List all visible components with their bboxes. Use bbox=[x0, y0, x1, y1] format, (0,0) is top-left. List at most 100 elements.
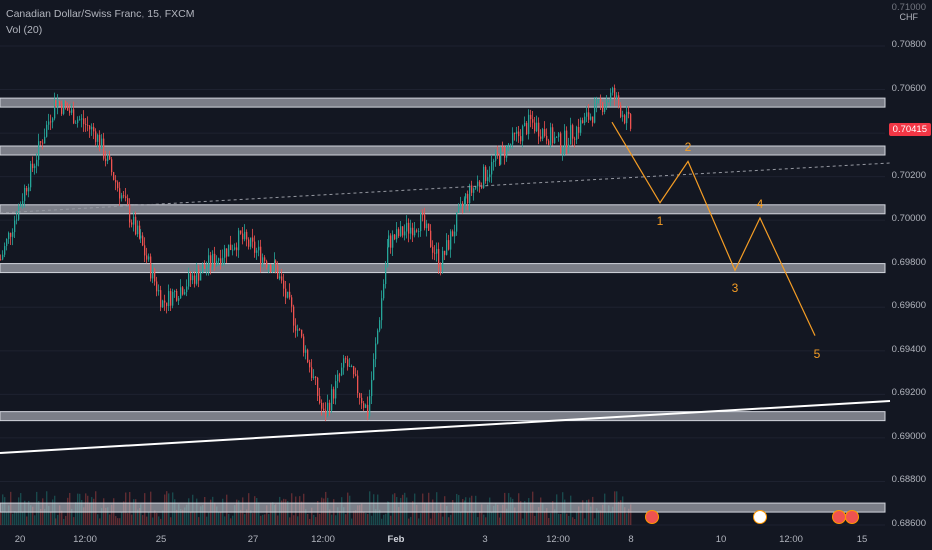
volume-bar bbox=[317, 501, 319, 525]
candle-body bbox=[48, 121, 50, 125]
horizontal-zones[interactable] bbox=[0, 97, 886, 513]
candle-body bbox=[412, 227, 414, 236]
candle-body bbox=[562, 148, 564, 153]
candle-body bbox=[450, 231, 452, 250]
volume-bar bbox=[390, 515, 392, 525]
candle-body bbox=[254, 241, 256, 253]
candle-body bbox=[216, 260, 218, 266]
volume-bar bbox=[309, 518, 311, 525]
volume-bar bbox=[594, 518, 596, 525]
wave-label-5: 5 bbox=[813, 346, 821, 361]
candle-body bbox=[6, 238, 8, 247]
candle-body bbox=[22, 200, 24, 205]
volume-bar bbox=[538, 507, 540, 525]
candle-body bbox=[572, 125, 574, 139]
candle-body bbox=[125, 196, 127, 199]
candle-body bbox=[510, 144, 512, 146]
candle-body bbox=[28, 187, 30, 192]
volume-bar bbox=[297, 516, 299, 525]
candle-body bbox=[71, 109, 73, 113]
volume-bar bbox=[363, 511, 365, 525]
candle-body bbox=[63, 101, 65, 114]
volume-bar bbox=[117, 518, 119, 525]
candle-body bbox=[363, 403, 365, 408]
candle-body bbox=[394, 234, 396, 240]
volume-bar bbox=[596, 508, 598, 525]
volume-bar bbox=[343, 507, 345, 525]
volume-bar bbox=[139, 508, 141, 525]
candle-body bbox=[252, 237, 254, 242]
projected-wave[interactable] bbox=[611, 121, 816, 336]
drawn-lines[interactable] bbox=[0, 162, 891, 454]
candle-body bbox=[353, 366, 355, 375]
candle-body bbox=[129, 204, 131, 223]
candle-body bbox=[291, 297, 293, 307]
candle-body bbox=[487, 177, 489, 181]
price-label: 0.69400 bbox=[891, 343, 926, 355]
volume-bar bbox=[123, 501, 125, 525]
candle-body bbox=[170, 291, 172, 306]
volume-indicator-label[interactable]: Vol (20) bbox=[6, 24, 43, 36]
volume-bar bbox=[502, 504, 504, 525]
volume-bar bbox=[319, 513, 321, 525]
event-flag-ch-icon[interactable] bbox=[832, 510, 846, 524]
volume-bar bbox=[491, 512, 493, 525]
candle-body bbox=[111, 159, 113, 173]
candle-body bbox=[504, 147, 506, 158]
event-flag-ca-icon[interactable] bbox=[845, 510, 859, 524]
candle-body bbox=[489, 174, 491, 178]
candle-body bbox=[452, 231, 454, 237]
candle-body bbox=[4, 246, 6, 255]
volume-bar bbox=[140, 504, 142, 525]
event-flag-ch-icon[interactable] bbox=[645, 510, 659, 524]
price-label: 0.69600 bbox=[891, 300, 926, 312]
time-label: 27 bbox=[247, 534, 259, 545]
volume-bar bbox=[32, 506, 34, 525]
candle-body bbox=[214, 253, 216, 266]
candle-body bbox=[295, 325, 297, 331]
candle-body bbox=[85, 124, 87, 125]
candle-body bbox=[67, 106, 69, 111]
volume-bar bbox=[598, 510, 600, 525]
candle-body bbox=[552, 127, 554, 144]
candle-body bbox=[560, 133, 562, 153]
volume-bar bbox=[156, 512, 158, 525]
candle-body bbox=[142, 235, 144, 246]
candle-body bbox=[206, 267, 208, 269]
candle-body bbox=[30, 163, 32, 188]
volume-bar bbox=[424, 502, 426, 525]
volume-bar bbox=[331, 514, 333, 525]
candle-body bbox=[586, 112, 588, 117]
candle-body bbox=[329, 402, 331, 411]
time-label: 12:00 bbox=[311, 534, 335, 545]
volume-bar bbox=[289, 517, 291, 525]
candle-body bbox=[438, 248, 440, 268]
candle-body bbox=[564, 130, 566, 149]
candle-body bbox=[345, 358, 347, 360]
volume-bar bbox=[618, 501, 620, 525]
volume-bar bbox=[624, 507, 626, 525]
candle-body bbox=[0, 259, 2, 261]
candle-body bbox=[355, 374, 357, 376]
symbol-name[interactable]: Canadian Dollar/Swiss Franc bbox=[6, 8, 142, 20]
volume-bar bbox=[240, 509, 242, 525]
candle-body bbox=[359, 393, 361, 398]
candle-body bbox=[182, 287, 184, 295]
candle-body bbox=[327, 402, 329, 416]
interval[interactable]: 15 bbox=[147, 8, 159, 20]
volume-bar bbox=[109, 514, 111, 525]
candle-body bbox=[287, 291, 289, 298]
volume-bar bbox=[506, 508, 508, 525]
event-flag-ca-icon[interactable] bbox=[753, 510, 767, 524]
volume-bar bbox=[111, 504, 113, 525]
candle-body bbox=[442, 250, 444, 271]
candle-body bbox=[281, 276, 283, 281]
volume-bar bbox=[375, 509, 377, 525]
candle-body bbox=[390, 235, 392, 248]
candle-body bbox=[260, 246, 262, 264]
price-label-top: 0.71000 bbox=[891, 2, 926, 13]
candle-body bbox=[133, 216, 135, 225]
candle-body bbox=[119, 188, 121, 199]
candle-body bbox=[264, 257, 266, 262]
